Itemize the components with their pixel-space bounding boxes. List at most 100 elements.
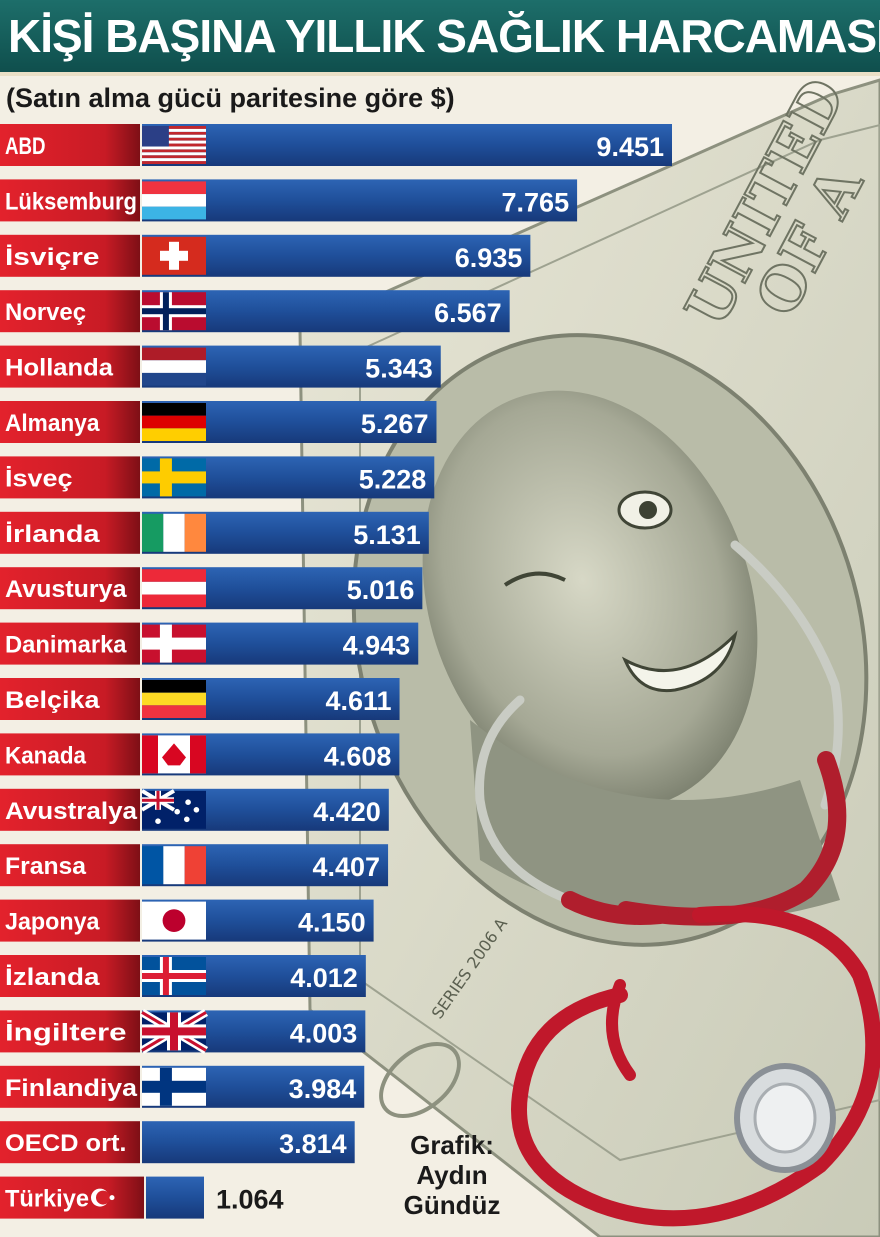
category-label-box xyxy=(0,678,140,720)
bar xyxy=(146,1176,204,1219)
australia-flag-icon xyxy=(140,789,206,829)
value-label: 7.765 xyxy=(502,187,570,217)
bar-row-10: Belçika 4.611 xyxy=(0,678,400,720)
value-label: 4.407 xyxy=(312,852,380,882)
category-label: OECD ort. xyxy=(5,1130,127,1157)
luxembourg-flag-icon xyxy=(142,181,206,220)
category-label: Avustralya xyxy=(5,798,138,825)
category-label-box xyxy=(0,733,140,776)
value-label: 5.016 xyxy=(347,575,415,605)
bar xyxy=(142,1121,355,1164)
value-label: 4.150 xyxy=(298,908,366,938)
category-label-box xyxy=(0,124,140,166)
category-label-box xyxy=(0,511,140,554)
category-label-box xyxy=(0,788,140,831)
bar-row-17: Finlandiya 3.984 xyxy=(0,1065,365,1108)
bar-row-8: Avusturya 5.016 xyxy=(0,567,423,610)
value-label: 1.064 xyxy=(216,1185,284,1215)
credit-line-3: Gündüz xyxy=(403,1190,501,1220)
bar-row-15: İzlanda 4.012 xyxy=(0,955,366,997)
bar-row-13: Fransa 4.407 xyxy=(0,844,389,887)
france-flag-icon xyxy=(142,846,206,885)
category-label: Lüksemburg xyxy=(5,188,137,215)
graphic-credit: Grafik: Aydın Gündüz xyxy=(402,1130,502,1220)
category-label: ABD xyxy=(5,133,46,160)
value-label: 5.343 xyxy=(365,354,433,384)
bar-row-3: Norveç 6.567 xyxy=(0,290,510,333)
bar-row-0: ABD 9.451 xyxy=(0,124,672,166)
category-label: Almanya xyxy=(5,410,100,437)
value-label: 3.814 xyxy=(279,1129,347,1159)
bar-row-12: Avustralya 4.420 xyxy=(0,788,389,831)
category-label-box xyxy=(0,622,140,665)
value-label: 4.003 xyxy=(290,1018,358,1048)
category-label-box xyxy=(0,955,140,997)
credit-line-1: Grafik: xyxy=(410,1130,494,1160)
title-bar: KİŞİ BAŞINA YILLIK SAĞLIK HARCAMASI xyxy=(0,0,880,76)
value-label: 3.984 xyxy=(289,1074,357,1104)
category-label: İrlanda xyxy=(5,521,100,548)
us-flag-icon xyxy=(142,126,206,164)
category-label-box xyxy=(0,567,140,610)
bar-row-9: Danimarka 4.943 xyxy=(0,622,419,665)
netherlands-flag-icon xyxy=(142,347,206,386)
value-label: 4.611 xyxy=(325,686,391,716)
category-label-box xyxy=(0,290,140,333)
bar xyxy=(142,234,531,277)
germany-flag-icon xyxy=(142,403,206,441)
sweden-flag-icon xyxy=(142,458,206,497)
category-label: Avusturya xyxy=(5,576,127,603)
category-label-box xyxy=(0,899,140,942)
bar-row-16: İngiltere 4.003 xyxy=(0,1008,366,1054)
value-label: 5.228 xyxy=(359,464,427,494)
bar xyxy=(142,179,578,222)
bar xyxy=(142,124,672,166)
category-label: Türkiye xyxy=(5,1186,89,1213)
switzerland-flag-icon xyxy=(142,236,206,275)
canada-flag-icon xyxy=(142,735,206,774)
iceland-flag-icon xyxy=(142,957,206,995)
bar-row-4: Hollanda 5.343 xyxy=(0,345,441,388)
category-label-box xyxy=(0,1121,140,1164)
ireland-flag-icon xyxy=(142,513,206,552)
austria-flag-icon xyxy=(142,569,206,608)
norway-flag-icon xyxy=(142,292,206,331)
category-label-box xyxy=(0,1176,144,1219)
category-label: Norveç xyxy=(5,299,86,326)
value-label: 4.608 xyxy=(324,741,392,771)
bar-row-7: İrlanda 5.131 xyxy=(0,511,429,554)
turkey-flag-icon xyxy=(91,1188,115,1207)
bar-row-5: Almanya 5.267 xyxy=(0,401,437,443)
category-label: Danimarka xyxy=(5,632,127,659)
finland-flag-icon xyxy=(142,1067,206,1106)
value-label: 5.267 xyxy=(361,409,429,439)
category-label-box xyxy=(0,456,140,499)
value-label: 6.935 xyxy=(455,243,523,273)
category-label-box xyxy=(0,345,140,388)
category-label: Finlandiya xyxy=(5,1075,138,1102)
category-label: Kanada xyxy=(5,742,87,769)
category-label: Fransa xyxy=(5,853,87,880)
bar-row-1: Lüksemburg 7.765 xyxy=(0,179,578,222)
denmark-flag-icon xyxy=(142,624,206,663)
category-label-box xyxy=(0,1010,140,1053)
category-label-box xyxy=(0,179,140,222)
value-label: 6.567 xyxy=(434,298,502,328)
value-label: 4.012 xyxy=(290,963,358,993)
category-label: Hollanda xyxy=(5,355,114,382)
category-label-box xyxy=(0,234,140,277)
category-label-box xyxy=(0,844,140,887)
value-label: 9.451 xyxy=(596,132,664,162)
category-label-box xyxy=(0,401,140,443)
category-label: Japonya xyxy=(5,909,100,936)
stethoscope-image xyxy=(475,540,880,1227)
category-label-box xyxy=(0,1065,140,1108)
page-subtitle: (Satın alma gücü paritesine göre $) xyxy=(6,83,455,113)
bar-row-2: İsviçre 6.935 xyxy=(0,234,531,277)
japan-flag-icon xyxy=(142,901,206,940)
belgium-flag-icon xyxy=(142,680,206,718)
bar-row-14: Japonya 4.150 xyxy=(0,899,374,942)
